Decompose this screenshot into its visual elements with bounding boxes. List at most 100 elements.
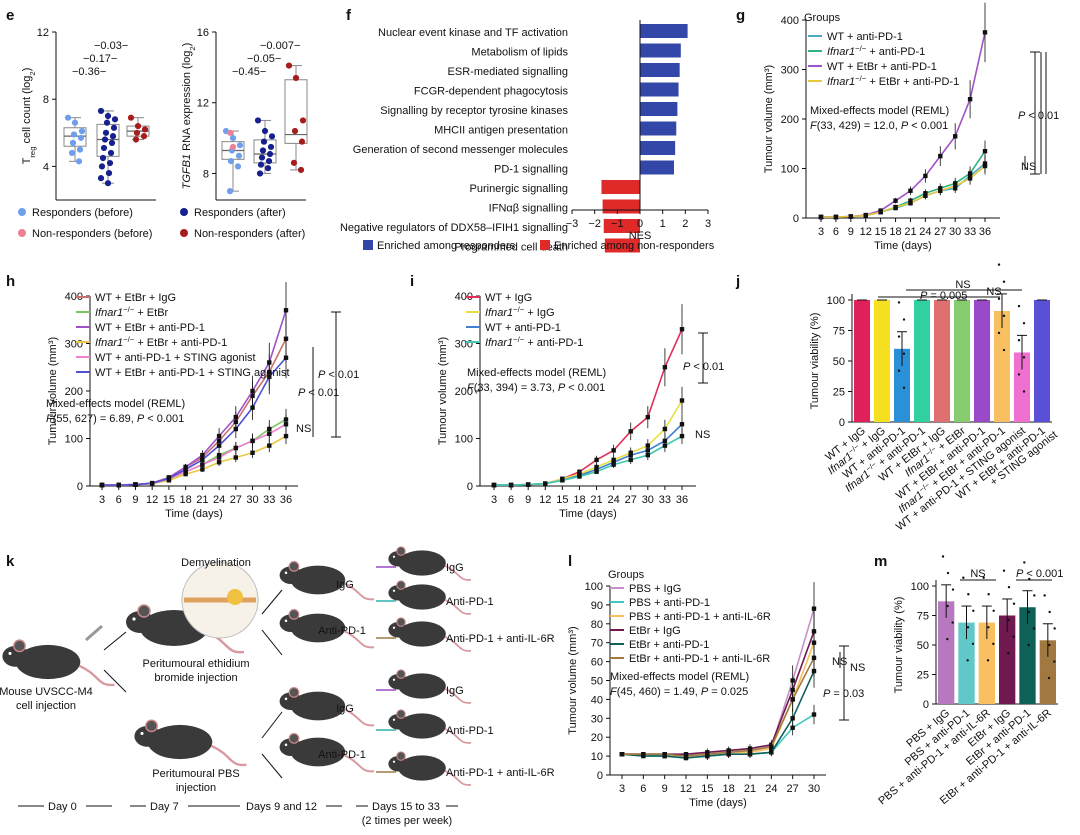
chart-j-sig-label: P = 0.005 bbox=[920, 290, 967, 302]
chart-h-data-point bbox=[267, 374, 272, 379]
text-span: WT + EtBr + IgG bbox=[95, 292, 176, 304]
text-span: + anti-PD-1 bbox=[524, 337, 583, 349]
chart-h-x-tick-label: 33 bbox=[263, 494, 275, 506]
chart-e1-point bbox=[101, 136, 109, 143]
text-span: = 0.005 bbox=[927, 290, 967, 302]
mouse-eye bbox=[132, 617, 136, 621]
chart-h-data-point bbox=[250, 388, 255, 394]
chart-l-data-point bbox=[662, 752, 667, 757]
chart-i-x-tick-label: 30 bbox=[642, 494, 654, 506]
chart-g-x-tick-label: 24 bbox=[919, 226, 931, 238]
chart-i-data-point bbox=[611, 462, 616, 467]
mouse-body bbox=[398, 713, 446, 739]
chart-i-data-point bbox=[594, 457, 599, 463]
chart-l-x-tick-label: 18 bbox=[723, 783, 735, 795]
chart-g-x-tick-label: 27 bbox=[934, 226, 946, 238]
chart-f-x-tick-label: 1 bbox=[660, 218, 666, 230]
chart-g-y-label: Tumour volume (mm³) bbox=[763, 65, 775, 173]
chart-f-legend-swatch bbox=[540, 240, 550, 250]
text-span: (33, 429) = 12.0, bbox=[817, 120, 901, 132]
chart-l-data-point bbox=[811, 629, 817, 634]
mouse-body bbox=[398, 584, 446, 610]
chart-e1-point bbox=[78, 128, 86, 135]
chart-l-y-tick-label: 30 bbox=[591, 713, 603, 725]
chart-g-legend-label: WT + EtBr + anti-PD-1 bbox=[827, 61, 937, 73]
chart-g-data-point bbox=[938, 153, 943, 159]
chart-h-data-point bbox=[99, 482, 105, 488]
chart-g-data-point bbox=[952, 134, 958, 139]
chart-e2-point bbox=[261, 127, 269, 135]
chart-g-y-tick-label: 0 bbox=[793, 213, 799, 225]
text-span: + anti-PD-1 bbox=[866, 46, 925, 58]
text-span: P bbox=[823, 688, 831, 700]
mouse-eye bbox=[284, 571, 288, 575]
chart-i-data-point bbox=[525, 482, 531, 487]
chart-l-data-point bbox=[641, 752, 646, 757]
text-span: WT + anti-PD-1 bbox=[485, 322, 561, 334]
chart-j-y-tick-label: 75 bbox=[833, 326, 845, 338]
chart-g-x-tick-label: 33 bbox=[964, 226, 976, 238]
chart-e2-point bbox=[265, 157, 273, 165]
chart-i-data-point bbox=[662, 365, 668, 370]
text-span: Ifnar1 bbox=[95, 307, 123, 319]
chart-g-data-point bbox=[923, 193, 928, 198]
chart-f-x-tick-label: −1 bbox=[611, 218, 624, 230]
chart-l-x-tick-label: 12 bbox=[680, 783, 692, 795]
mouse-ear bbox=[13, 639, 26, 653]
text-span: P bbox=[683, 361, 691, 373]
chart-e1-point bbox=[105, 170, 113, 177]
mouse-ear bbox=[396, 751, 406, 761]
chart-g-data-point bbox=[848, 214, 854, 219]
legend-e-marker bbox=[180, 208, 188, 216]
chart-h-data-point bbox=[183, 471, 188, 477]
mouse-body bbox=[147, 724, 213, 760]
chart-i-data-point bbox=[594, 467, 599, 472]
chart-j-point bbox=[1022, 390, 1026, 393]
text-span: < 0.001 bbox=[144, 413, 184, 425]
chart-j-y-tick-label: 50 bbox=[833, 356, 845, 368]
chart-j-bar bbox=[914, 300, 930, 422]
chart-f-category-label: Purinergic signalling bbox=[470, 183, 568, 195]
chart-l-legend-label: EtBr + IgG bbox=[629, 625, 681, 637]
chart-h-x-label: Time (days) bbox=[165, 508, 223, 520]
chart-j-point bbox=[1017, 373, 1021, 376]
mouse-eye bbox=[392, 589, 396, 592]
chart-e1-point bbox=[108, 139, 116, 146]
chart-i-y-tick-label: 200 bbox=[455, 386, 473, 398]
chart-e1-y-tick-label: 8 bbox=[43, 94, 49, 106]
legend-e-marker bbox=[18, 229, 26, 237]
mouse-ear bbox=[137, 604, 151, 618]
chart-l-series-line bbox=[622, 657, 815, 757]
mouse-icon bbox=[388, 617, 472, 652]
chart-i-sig-label: P < 0.01 bbox=[683, 361, 724, 373]
chart-h-legend-label: WT + anti-PD-1 + STING agonist bbox=[95, 352, 256, 364]
chart-h-data-point bbox=[283, 433, 289, 439]
chart-h-data-point bbox=[183, 467, 188, 472]
timeline-label: Days 15 to 33 bbox=[372, 801, 440, 813]
chart-e2-point bbox=[290, 159, 298, 166]
chart-m-y-tick-label: 0 bbox=[923, 699, 929, 711]
text-span: −/− bbox=[513, 335, 525, 344]
chart-m-point bbox=[966, 659, 969, 662]
chart-g-x-tick-label: 30 bbox=[949, 226, 961, 238]
chart-j-point bbox=[997, 331, 1001, 335]
chart-h-data-point bbox=[283, 355, 289, 360]
chart-i-x-tick-label: 24 bbox=[608, 494, 620, 506]
text-span: + EtBr bbox=[134, 307, 168, 319]
mouse-ear bbox=[396, 709, 406, 719]
mouse-ear bbox=[288, 608, 300, 620]
text-span: P bbox=[1018, 110, 1026, 122]
chart-i-data-point bbox=[577, 474, 582, 479]
mouse-tail bbox=[343, 630, 375, 649]
chart-i-data-point bbox=[628, 452, 633, 458]
chart-e1-point bbox=[127, 114, 135, 121]
chart-g-x-tick-label: 15 bbox=[875, 226, 887, 238]
chart-e1-point bbox=[140, 133, 148, 140]
chart-l-stat: F(45, 460) = 1.49, P = 0.025 bbox=[610, 686, 748, 698]
text-span: < 0.001 bbox=[1023, 568, 1063, 580]
chart-e2-y-tick-label: 16 bbox=[197, 27, 209, 39]
chart-l-y-tick-label: 50 bbox=[591, 676, 603, 688]
panel-k-arrow bbox=[261, 711, 283, 739]
chart-h-data-point bbox=[267, 431, 272, 436]
chart-g-x-tick-label: 21 bbox=[904, 226, 916, 238]
